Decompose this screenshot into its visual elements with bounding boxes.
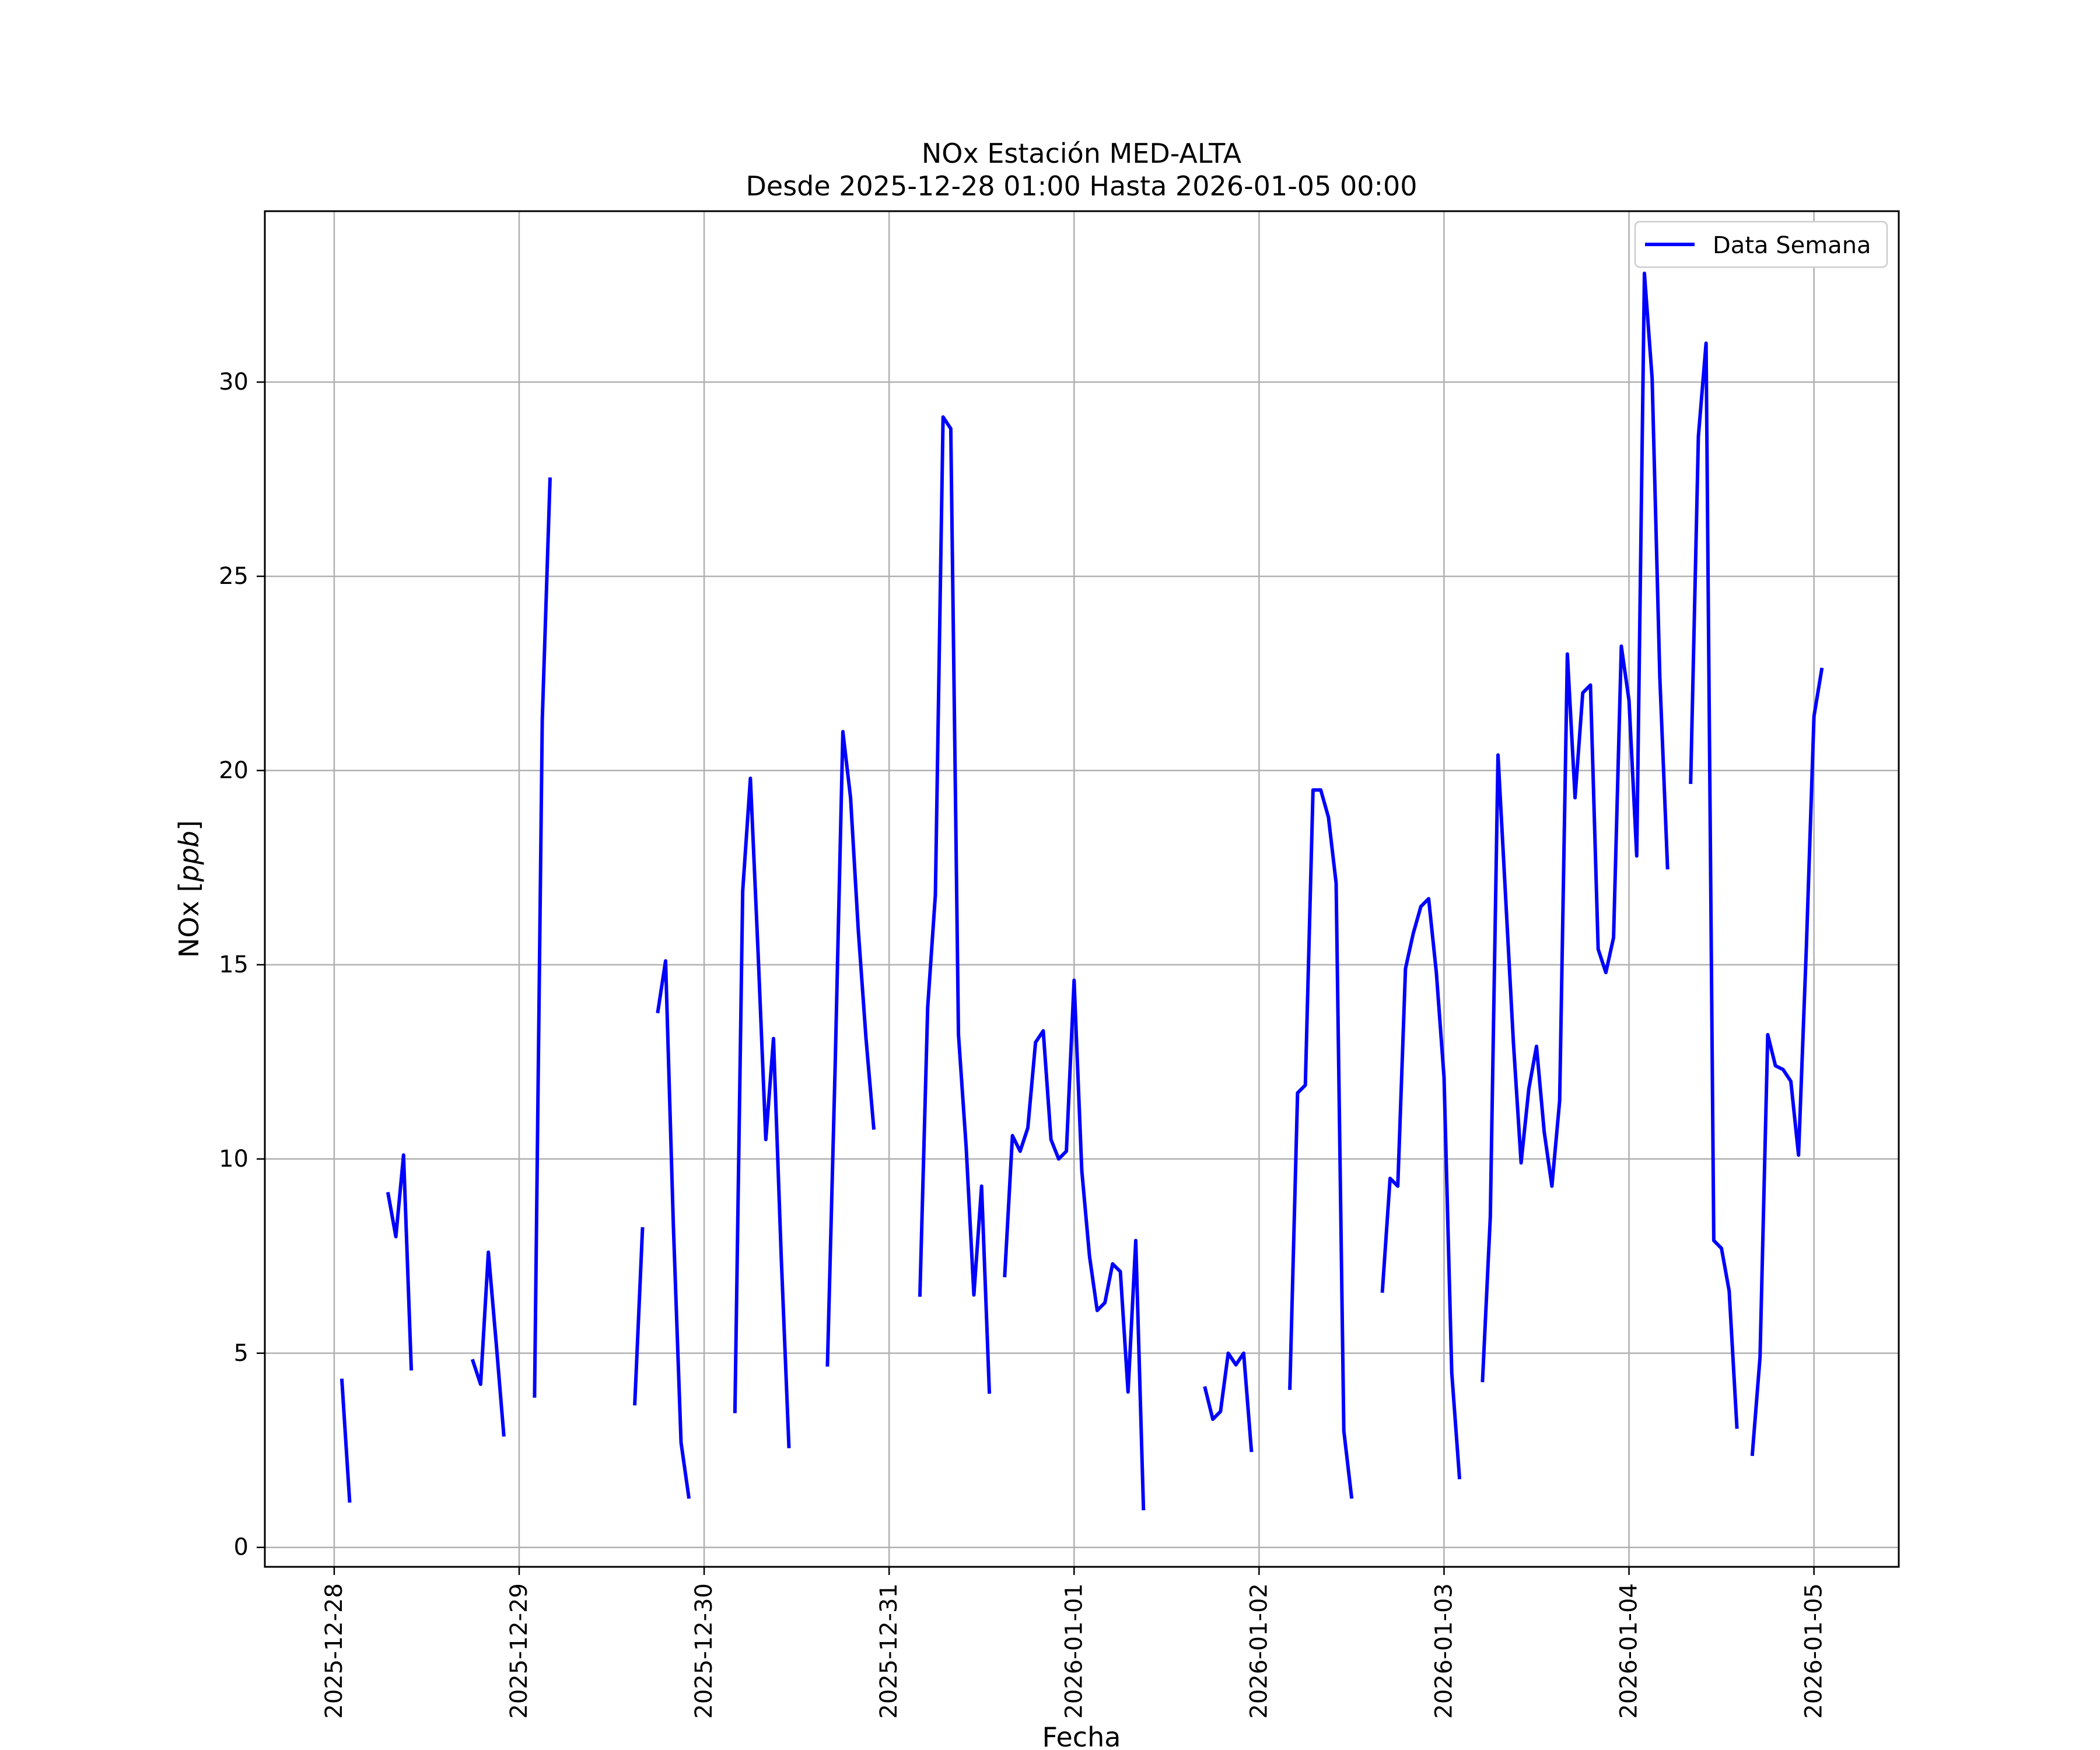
y-tick-label: 20 [219,757,249,784]
series-path-data-semana [340,271,1824,1511]
legend: Data Semana [1634,220,1888,268]
x-tick-label: 2026-01-05 [1801,1583,1828,1718]
grid-lines [265,211,1899,1567]
plot-area-frame [264,210,1900,1568]
y-tick-label: 30 [219,369,249,396]
y-tick-label: 0 [234,1534,249,1561]
x-tick-label: 2025-12-31 [876,1583,902,1718]
y-tick-label: 25 [219,563,249,590]
y-tick-label: 10 [219,1146,249,1172]
y-axis-ticks: 0 5 10 15 20 25 30 [219,369,265,1561]
x-tick-label: 2026-01-03 [1430,1583,1457,1718]
y-tick-label: 5 [234,1340,249,1367]
y-axis-label: NOx [ppb] [173,820,205,958]
y-axis-label-close: ] [173,820,205,831]
series-line-data-semana [340,271,1824,1511]
x-tick-label: 2025-12-29 [506,1583,533,1718]
legend-label-data-semana: Data Semana [1713,232,1871,259]
y-axis-label-unit: ppb [173,831,205,883]
x-tick-label: 2026-01-02 [1245,1583,1272,1718]
x-axis-ticks: 2025-12-28 2025-12-29 2025-12-30 2025-12-31… [321,1567,1828,1718]
chart-title: NOx Estación MED-ALTA [922,138,1242,169]
legend-box [1634,220,1888,268]
y-axis-label-text: NOx [ [173,882,205,958]
y-tick-label: 15 [219,951,249,978]
x-tick-label: 2026-01-01 [1060,1583,1087,1718]
x-axis-label: Fecha [1042,1721,1121,1750]
x-tick-label: 2025-12-28 [321,1583,348,1718]
x-tick-label: 2025-12-30 [691,1583,718,1718]
x-tick-label: 2026-01-04 [1616,1583,1643,1718]
chart-subtitle: Desde 2025-12-28 01:00 Hasta 2026-01-05 … [746,170,1417,202]
